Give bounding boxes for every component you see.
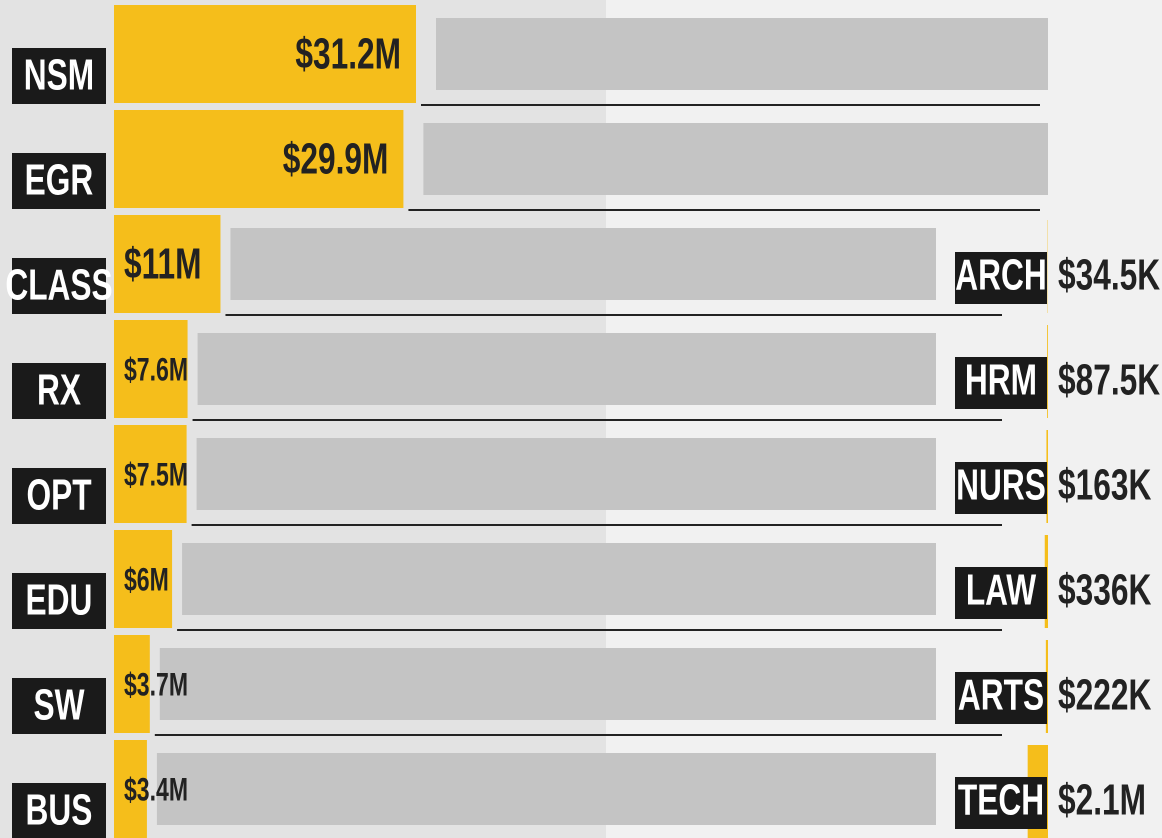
category-label-group: NSM bbox=[24, 51, 94, 100]
label-box bbox=[955, 462, 1047, 514]
category-label: NURS bbox=[956, 461, 1046, 510]
label-box bbox=[12, 573, 106, 629]
category-label-group: NURS bbox=[956, 461, 1046, 510]
bar bbox=[114, 5, 416, 103]
label-box bbox=[12, 153, 106, 209]
category-label-group: OPT bbox=[26, 471, 91, 520]
category-label-group: ARTS bbox=[958, 671, 1044, 720]
bar bbox=[114, 110, 404, 208]
value-label: $336K bbox=[1058, 566, 1152, 615]
value-label-group: $2.1M bbox=[1058, 776, 1146, 825]
track bbox=[197, 333, 937, 405]
value-label: $7.5M bbox=[124, 457, 188, 493]
value-label: $222K bbox=[1058, 671, 1152, 720]
label-box bbox=[12, 468, 106, 524]
value-label-group: $3.4M bbox=[124, 772, 188, 808]
value-label-group: $7.5M bbox=[124, 457, 188, 493]
category-label: ARTS bbox=[958, 671, 1044, 720]
track bbox=[159, 648, 937, 720]
category-label-group: HRM bbox=[965, 356, 1037, 405]
label-box bbox=[12, 678, 106, 734]
label-box bbox=[12, 258, 106, 314]
track bbox=[436, 18, 1048, 90]
category-label-group: LAW bbox=[966, 566, 1037, 615]
category-label: OPT bbox=[26, 471, 91, 520]
value-label-group: $6M bbox=[124, 562, 169, 598]
label-box bbox=[955, 252, 1047, 304]
label-box bbox=[955, 777, 1047, 829]
label-box bbox=[955, 357, 1047, 409]
value-label: $29.9M bbox=[283, 135, 389, 184]
category-label: BUS bbox=[26, 786, 93, 835]
category-label: CLASS bbox=[5, 261, 112, 310]
label-box bbox=[12, 48, 106, 104]
value-label: $163K bbox=[1058, 461, 1152, 510]
category-label: EGR bbox=[25, 156, 94, 205]
value-label-group: $336K bbox=[1058, 566, 1152, 615]
value-label-group: $87.5K bbox=[1058, 356, 1160, 405]
category-label-group: SW bbox=[33, 681, 85, 730]
value-label-group: $3.7M bbox=[124, 667, 188, 703]
category-label-group: TECH bbox=[958, 776, 1044, 825]
track bbox=[230, 228, 936, 300]
bar bbox=[114, 425, 187, 523]
category-label: RX bbox=[37, 366, 81, 415]
track bbox=[156, 753, 936, 825]
category-label-group: BUS bbox=[26, 786, 93, 835]
value-label-group: $11M bbox=[124, 240, 201, 289]
bar bbox=[114, 215, 221, 313]
label-box bbox=[12, 363, 106, 419]
category-label-group: EGR bbox=[25, 156, 94, 205]
value-label: $3.7M bbox=[124, 667, 188, 703]
value-label: $87.5K bbox=[1058, 356, 1160, 405]
value-label: $11M bbox=[124, 240, 201, 289]
value-label: $2.1M bbox=[1058, 776, 1146, 825]
category-label: NSM bbox=[24, 51, 94, 100]
label-box bbox=[12, 783, 106, 838]
category-label-group: EDU bbox=[26, 576, 93, 625]
value-label: $31.2M bbox=[295, 30, 401, 79]
bar bbox=[1046, 430, 1048, 523]
value-label-group: $7.6M bbox=[124, 352, 188, 388]
label-box bbox=[955, 672, 1047, 724]
bar bbox=[114, 635, 150, 733]
bar bbox=[114, 740, 147, 838]
value-label: $7.6M bbox=[124, 352, 188, 388]
value-label: $34.5K bbox=[1058, 251, 1160, 300]
category-label-group: ARCH bbox=[955, 251, 1046, 300]
track bbox=[196, 438, 936, 510]
category-label: LAW bbox=[966, 566, 1037, 615]
category-label-group: RX bbox=[37, 366, 81, 415]
category-label: EDU bbox=[26, 576, 93, 625]
value-label-group: $29.9M bbox=[283, 135, 389, 184]
value-label-group: $163K bbox=[1058, 461, 1152, 510]
category-label: HRM bbox=[965, 356, 1037, 405]
value-label-group: $31.2M bbox=[295, 30, 401, 79]
category-label-group: CLASS bbox=[5, 261, 112, 310]
value-label: $3.4M bbox=[124, 772, 188, 808]
bar bbox=[114, 530, 173, 628]
category-label: SW bbox=[33, 681, 85, 730]
track bbox=[423, 123, 1049, 195]
label-box bbox=[955, 567, 1047, 619]
value-label: $6M bbox=[124, 562, 169, 598]
value-label-group: $222K bbox=[1058, 671, 1152, 720]
bar bbox=[114, 320, 188, 418]
bar bbox=[1047, 325, 1048, 418]
category-label: ARCH bbox=[955, 251, 1046, 300]
track bbox=[182, 543, 937, 615]
value-label-group: $34.5K bbox=[1058, 251, 1160, 300]
category-label: TECH bbox=[958, 776, 1044, 825]
